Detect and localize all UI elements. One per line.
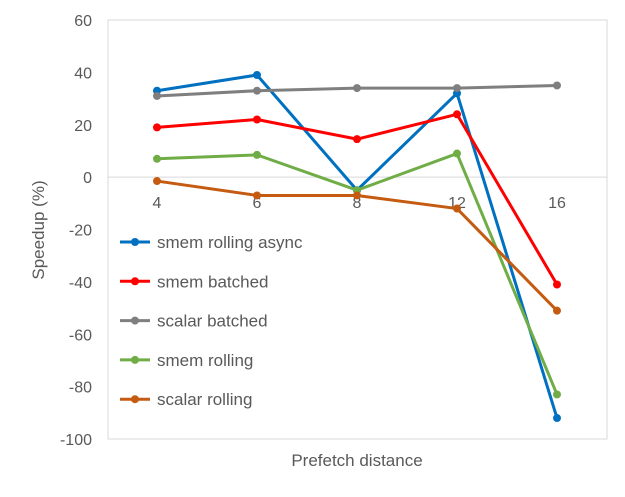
data-point bbox=[553, 414, 561, 423]
x-tick-label: 6 bbox=[253, 195, 262, 212]
series-scalar-batched bbox=[153, 81, 561, 100]
data-point bbox=[153, 123, 161, 132]
legend-entry: scalar batched bbox=[120, 312, 268, 331]
data-point bbox=[253, 115, 261, 124]
data-point bbox=[253, 191, 261, 200]
data-point bbox=[353, 84, 361, 93]
y-tick-label: -60 bbox=[69, 327, 92, 344]
legend-marker bbox=[131, 355, 139, 364]
x-axis-label: Prefetch distance bbox=[291, 451, 422, 470]
legend-label: scalar rolling bbox=[157, 390, 252, 409]
data-point bbox=[553, 280, 561, 289]
legend-entry: smem rolling async bbox=[120, 233, 303, 252]
data-point bbox=[353, 191, 361, 200]
legend-label: smem rolling async bbox=[157, 233, 303, 252]
data-point bbox=[453, 204, 461, 213]
data-point bbox=[253, 70, 261, 79]
plot-area-border bbox=[107, 19, 608, 440]
data-point bbox=[453, 149, 461, 158]
x-tick-label: 4 bbox=[153, 195, 162, 212]
legend-label: scalar batched bbox=[157, 312, 268, 331]
legend-entry: scalar rolling bbox=[120, 390, 252, 409]
data-point bbox=[153, 91, 161, 100]
x-tick-label: 16 bbox=[548, 195, 566, 212]
y-axis-label: Speedup (%) bbox=[29, 180, 48, 279]
data-point bbox=[353, 135, 361, 144]
y-tick-label: 40 bbox=[74, 65, 92, 82]
legend-marker bbox=[131, 395, 139, 404]
y-tick-label: -40 bbox=[69, 275, 92, 292]
y-tick-label: -80 bbox=[69, 380, 92, 397]
legend-label: smem rolling bbox=[157, 351, 253, 370]
data-point bbox=[453, 84, 461, 93]
data-point bbox=[253, 150, 261, 159]
data-point bbox=[453, 110, 461, 119]
legend-marker bbox=[131, 238, 139, 246]
data-point bbox=[253, 86, 261, 95]
y-tick-label: -100 bbox=[60, 432, 92, 449]
y-tick-label: -20 bbox=[69, 223, 92, 240]
legend-entry: smem rolling bbox=[120, 351, 253, 370]
data-point bbox=[153, 177, 161, 186]
data-point bbox=[553, 390, 561, 399]
data-point bbox=[553, 81, 561, 90]
x-tick-label: 8 bbox=[353, 195, 362, 212]
series-smem-batched bbox=[153, 110, 561, 289]
series-scalar-rolling bbox=[153, 177, 561, 315]
y-tick-label: 60 bbox=[74, 13, 92, 30]
data-point bbox=[553, 306, 561, 315]
legend-marker bbox=[131, 277, 139, 286]
y-tick-label: 0 bbox=[83, 170, 92, 187]
data-point bbox=[153, 154, 161, 163]
legend-entry: smem batched bbox=[120, 272, 269, 291]
y-tick-label: 20 bbox=[74, 118, 92, 135]
legend-marker bbox=[131, 316, 139, 325]
legend-label: smem batched bbox=[157, 272, 269, 291]
